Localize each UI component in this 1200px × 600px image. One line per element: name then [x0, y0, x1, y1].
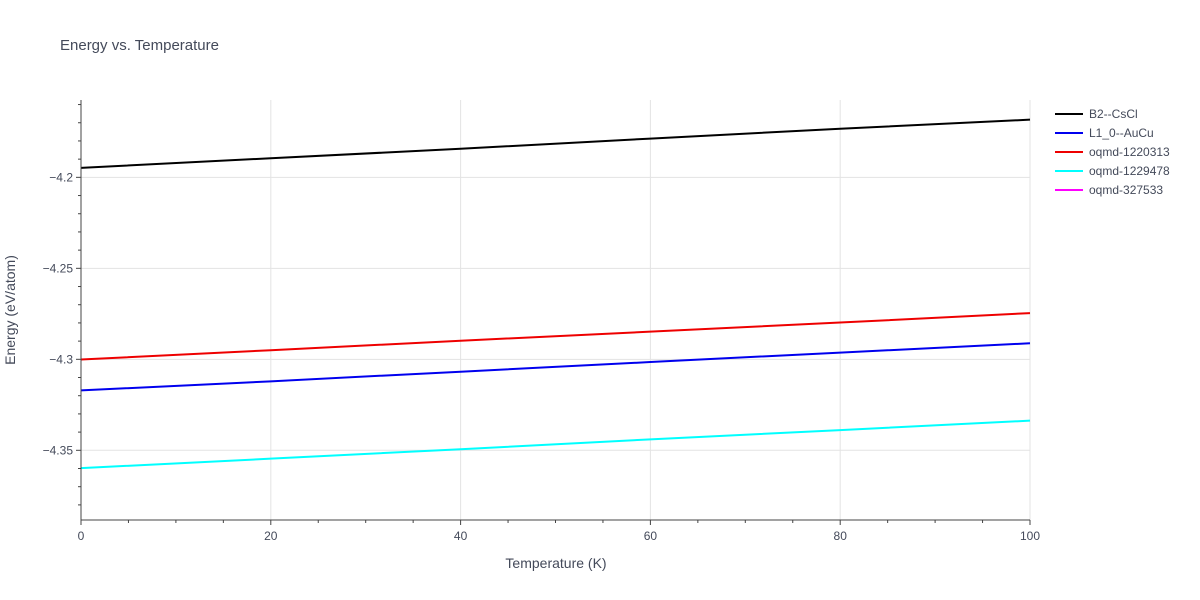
y-tick-label: −4.3	[49, 352, 73, 366]
x-tick-label: 80	[834, 529, 848, 543]
y-axis-label: Energy (eV/atom)	[2, 255, 18, 365]
legend-item[interactable]: oqmd-1220313	[1055, 145, 1170, 159]
y-tick-label: −4.2	[49, 170, 73, 184]
y-tick-label: −4.35	[43, 443, 74, 457]
axes: 0 20 40 60 80 100 −4.2 −4.25 −4.3 −4.35	[43, 100, 1040, 543]
legend-item[interactable]: oqmd-1229478	[1055, 164, 1170, 178]
legend: B2--CsCl L1_0--AuCu oqmd-1220313 oqmd-12294…	[1055, 107, 1170, 197]
plot-series	[80, 118, 1031, 470]
grid	[81, 100, 1031, 520]
series-line-oqmd-1229478	[80, 419, 1031, 470]
legend-label: L1_0--AuCu	[1089, 126, 1154, 140]
legend-label: oqmd-1229478	[1089, 164, 1170, 178]
series-line-L1_0--AuCu	[80, 342, 1031, 392]
x-tick-label: 40	[454, 529, 468, 543]
x-tick-label: 60	[644, 529, 658, 543]
legend-label: oqmd-1220313	[1089, 145, 1170, 159]
x-tick-label: 100	[1020, 529, 1040, 543]
x-tick-label: 20	[264, 529, 278, 543]
legend-item[interactable]: L1_0--AuCu	[1055, 126, 1154, 140]
x-tick-label: 0	[78, 529, 85, 543]
y-tick-label: −4.25	[43, 261, 74, 275]
series-line-B2--CsCl	[80, 118, 1031, 169]
legend-item[interactable]: B2--CsCl	[1055, 107, 1138, 121]
legend-label: oqmd-327533	[1089, 183, 1163, 197]
series-line-oqmd-1220313	[80, 312, 1031, 361]
legend-item[interactable]: oqmd-327533	[1055, 183, 1163, 197]
chart-title: Energy vs. Temperature	[60, 37, 219, 54]
legend-label: B2--CsCl	[1089, 107, 1138, 121]
x-axis-label: Temperature (K)	[505, 555, 606, 571]
